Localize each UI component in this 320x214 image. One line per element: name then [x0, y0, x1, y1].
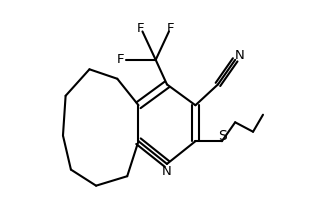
Text: F: F — [167, 22, 175, 35]
Text: F: F — [117, 53, 125, 66]
Text: N: N — [234, 49, 244, 62]
Text: F: F — [137, 22, 144, 35]
Text: N: N — [162, 165, 172, 178]
Text: S: S — [219, 129, 227, 143]
